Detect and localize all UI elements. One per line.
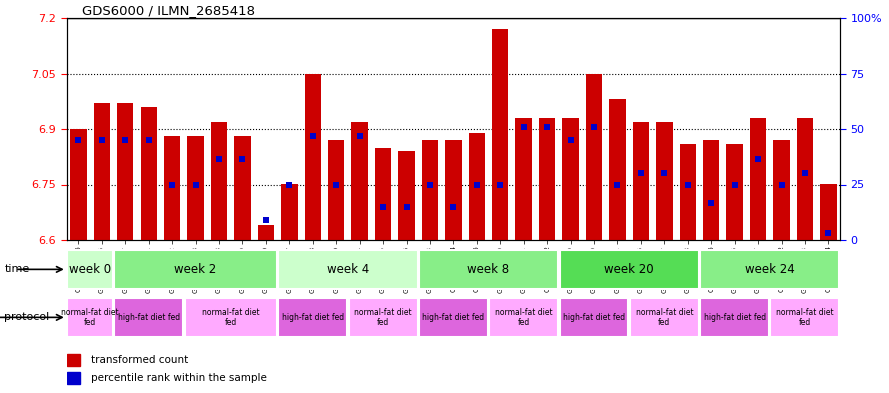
Bar bbox=[115, 250, 276, 289]
Text: high-fat diet fed: high-fat diet fed bbox=[117, 313, 180, 322]
Text: week 0: week 0 bbox=[69, 263, 111, 276]
Bar bbox=[375, 147, 391, 240]
Bar bbox=[701, 250, 839, 289]
Bar bbox=[679, 144, 696, 240]
Bar bbox=[445, 140, 461, 240]
Text: normal-fat diet
fed: normal-fat diet fed bbox=[776, 308, 834, 327]
Bar bbox=[70, 129, 86, 240]
Text: week 2: week 2 bbox=[174, 263, 217, 276]
Bar bbox=[771, 298, 839, 337]
Bar bbox=[750, 118, 766, 240]
Bar bbox=[559, 298, 629, 337]
Bar bbox=[516, 118, 532, 240]
Bar bbox=[68, 298, 113, 337]
Bar bbox=[140, 107, 157, 240]
Text: normal-fat diet
fed: normal-fat diet fed bbox=[636, 308, 693, 327]
Bar bbox=[419, 250, 558, 289]
Text: protocol: protocol bbox=[4, 312, 50, 322]
Bar bbox=[185, 298, 276, 337]
Text: percentile rank within the sample: percentile rank within the sample bbox=[92, 373, 267, 383]
Text: time: time bbox=[4, 264, 29, 274]
Bar bbox=[68, 250, 113, 289]
Text: normal-fat diet
fed: normal-fat diet fed bbox=[495, 308, 553, 327]
Bar bbox=[563, 118, 579, 240]
Bar bbox=[93, 103, 110, 240]
Bar bbox=[797, 118, 813, 240]
Text: GDS6000 / ILMN_2685418: GDS6000 / ILMN_2685418 bbox=[82, 4, 255, 17]
Bar bbox=[559, 250, 699, 289]
Bar bbox=[656, 121, 672, 240]
Bar bbox=[609, 99, 626, 240]
Bar bbox=[701, 298, 769, 337]
Bar bbox=[398, 151, 414, 240]
Text: high-fat diet fed: high-fat diet fed bbox=[703, 313, 765, 322]
Bar bbox=[348, 298, 418, 337]
Bar bbox=[67, 354, 80, 366]
Text: normal-fat diet
fed: normal-fat diet fed bbox=[202, 308, 260, 327]
Bar bbox=[539, 118, 556, 240]
Text: normal-fat diet
fed: normal-fat diet fed bbox=[61, 308, 119, 327]
Bar bbox=[821, 184, 837, 240]
Bar bbox=[281, 184, 298, 240]
Bar bbox=[115, 298, 183, 337]
Text: week 24: week 24 bbox=[745, 263, 795, 276]
Bar bbox=[773, 140, 789, 240]
Text: week 8: week 8 bbox=[468, 263, 509, 276]
Text: transformed count: transformed count bbox=[92, 355, 188, 365]
Bar bbox=[726, 144, 743, 240]
Bar bbox=[211, 121, 228, 240]
Bar bbox=[630, 298, 699, 337]
Text: high-fat diet fed: high-fat diet fed bbox=[422, 313, 485, 322]
Bar bbox=[351, 121, 368, 240]
Bar bbox=[164, 136, 180, 240]
Text: week 20: week 20 bbox=[605, 263, 654, 276]
Bar bbox=[421, 140, 438, 240]
Bar bbox=[235, 136, 251, 240]
Bar bbox=[703, 140, 719, 240]
Text: week 4: week 4 bbox=[327, 263, 369, 276]
Bar bbox=[117, 103, 133, 240]
Bar bbox=[258, 225, 274, 240]
Bar bbox=[67, 372, 80, 384]
Bar bbox=[305, 73, 321, 240]
Bar bbox=[188, 136, 204, 240]
Bar bbox=[633, 121, 649, 240]
Bar bbox=[586, 73, 602, 240]
Bar bbox=[278, 250, 418, 289]
Bar bbox=[328, 140, 344, 240]
Text: high-fat diet fed: high-fat diet fed bbox=[282, 313, 344, 322]
Bar bbox=[489, 298, 558, 337]
Bar bbox=[469, 133, 485, 240]
Text: high-fat diet fed: high-fat diet fed bbox=[563, 313, 625, 322]
Text: normal-fat diet
fed: normal-fat diet fed bbox=[354, 308, 412, 327]
Bar bbox=[493, 29, 509, 240]
Bar bbox=[419, 298, 488, 337]
Bar bbox=[278, 298, 348, 337]
